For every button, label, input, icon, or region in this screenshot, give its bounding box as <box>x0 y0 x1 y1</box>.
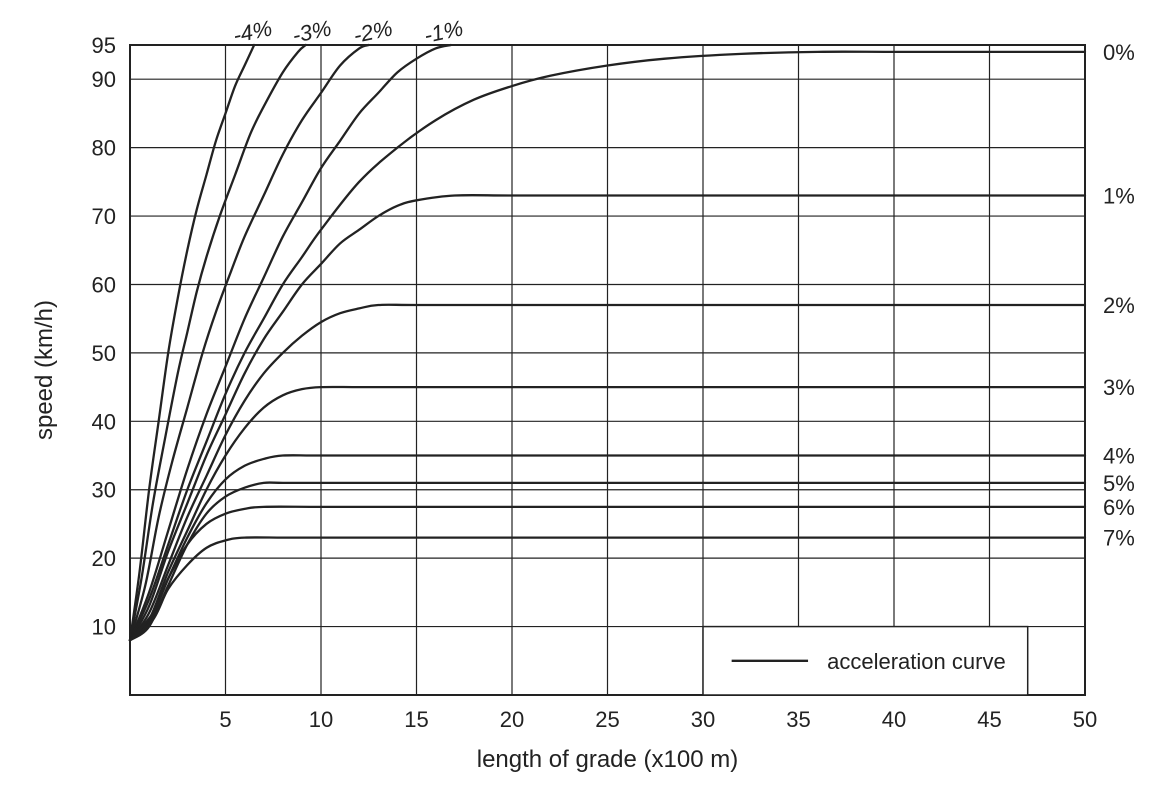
y-tick-label: 70 <box>92 204 116 229</box>
y-tick-label: 20 <box>92 546 116 571</box>
top-label: -2% <box>351 15 394 48</box>
x-tick-label: 40 <box>882 707 906 732</box>
top-label: -1% <box>422 15 465 48</box>
y-tick-label: 40 <box>92 409 116 434</box>
y-tick-label: 95 <box>92 33 116 58</box>
x-tick-label: 30 <box>691 707 715 732</box>
x-tick-label: 20 <box>500 707 524 732</box>
top-label: -3% <box>290 15 333 48</box>
x-tick-label: 45 <box>977 707 1001 732</box>
y-tick-label: 50 <box>92 341 116 366</box>
y-tick-label: 30 <box>92 478 116 503</box>
y-tick-label: 10 <box>92 615 116 640</box>
x-tick-label: 15 <box>404 707 428 732</box>
x-tick-label: 50 <box>1073 707 1097 732</box>
x-tick-label: 25 <box>595 707 619 732</box>
right-label: 3% <box>1103 375 1135 400</box>
right-label: 5% <box>1103 471 1135 496</box>
chart-svg: 5 10 15 20 25 30 35 40 45 50 10 20 30 40 50 60 70 80 90 95 -… <box>0 0 1174 793</box>
x-tick-label: 35 <box>786 707 810 732</box>
right-label: 1% <box>1103 184 1135 209</box>
y-axis-label: speed (km/h) <box>31 300 58 440</box>
x-tick-label: 10 <box>309 707 333 732</box>
x-tick-label: 5 <box>219 707 231 732</box>
acceleration-curve-chart: 5 10 15 20 25 30 35 40 45 50 10 20 30 40 50 60 70 80 90 95 -… <box>0 0 1174 793</box>
y-tick-label: 80 <box>92 136 116 161</box>
y-tick-label: 60 <box>92 272 116 297</box>
right-label: 2% <box>1103 293 1135 318</box>
right-label: 7% <box>1103 526 1135 551</box>
x-axis-label: length of grade (x100 m) <box>477 746 738 773</box>
right-label: 4% <box>1103 444 1135 469</box>
legend-label: acceleration curve <box>827 649 1006 674</box>
right-label: 6% <box>1103 495 1135 520</box>
top-label: -4% <box>231 15 274 48</box>
y-tick-label: 90 <box>92 67 116 92</box>
right-label: 0% <box>1103 40 1135 65</box>
